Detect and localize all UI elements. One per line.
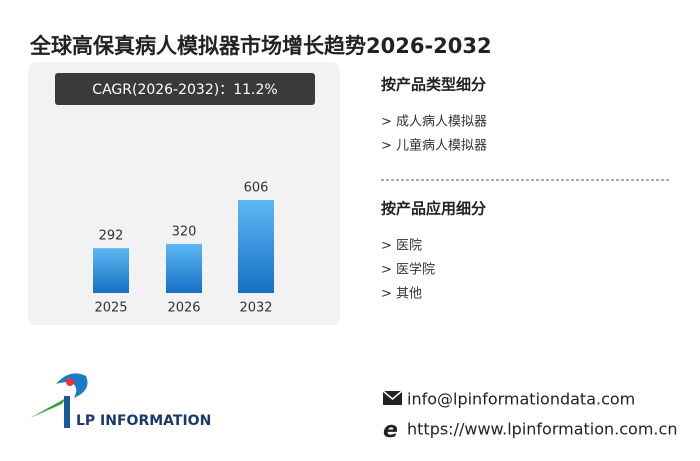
x-tick-label: 2032 <box>239 301 272 316</box>
title: 全球高保真病人模拟器市场增长趋势2026-2032 <box>29 34 492 58</box>
logo-text: LP INFORMATION <box>76 413 211 429</box>
bar <box>238 200 274 293</box>
value-label: 292 <box>99 229 124 244</box>
email: info@lpinformationdata.com <box>407 390 635 409</box>
logo: LP INFORMATION <box>30 373 211 429</box>
section-title: 按产品类型细分 <box>381 76 486 94</box>
x-tick-label: 2026 <box>167 301 200 316</box>
section-item: > 医院 <box>381 239 422 254</box>
web-icon: e <box>383 418 398 443</box>
value-label: 606 <box>244 181 269 196</box>
cagr-label: CAGR(2026-2032)：11.2% <box>92 82 277 98</box>
section-item: > 成人病人模拟器 <box>381 115 487 130</box>
website: https://www.lpinformation.com.cn <box>407 420 677 439</box>
section-item: > 医学院 <box>381 262 435 278</box>
bar <box>166 243 202 293</box>
cagr-box <box>55 73 315 105</box>
section-item: > 其他 <box>381 287 422 302</box>
section-item: > 儿童病人模拟器 <box>381 138 487 154</box>
bar <box>93 248 129 293</box>
email-icon <box>382 390 403 405</box>
section-title: 按产品应用细分 <box>381 200 486 218</box>
x-tick-label: 2025 <box>94 301 127 316</box>
value-label: 320 <box>172 224 197 239</box>
